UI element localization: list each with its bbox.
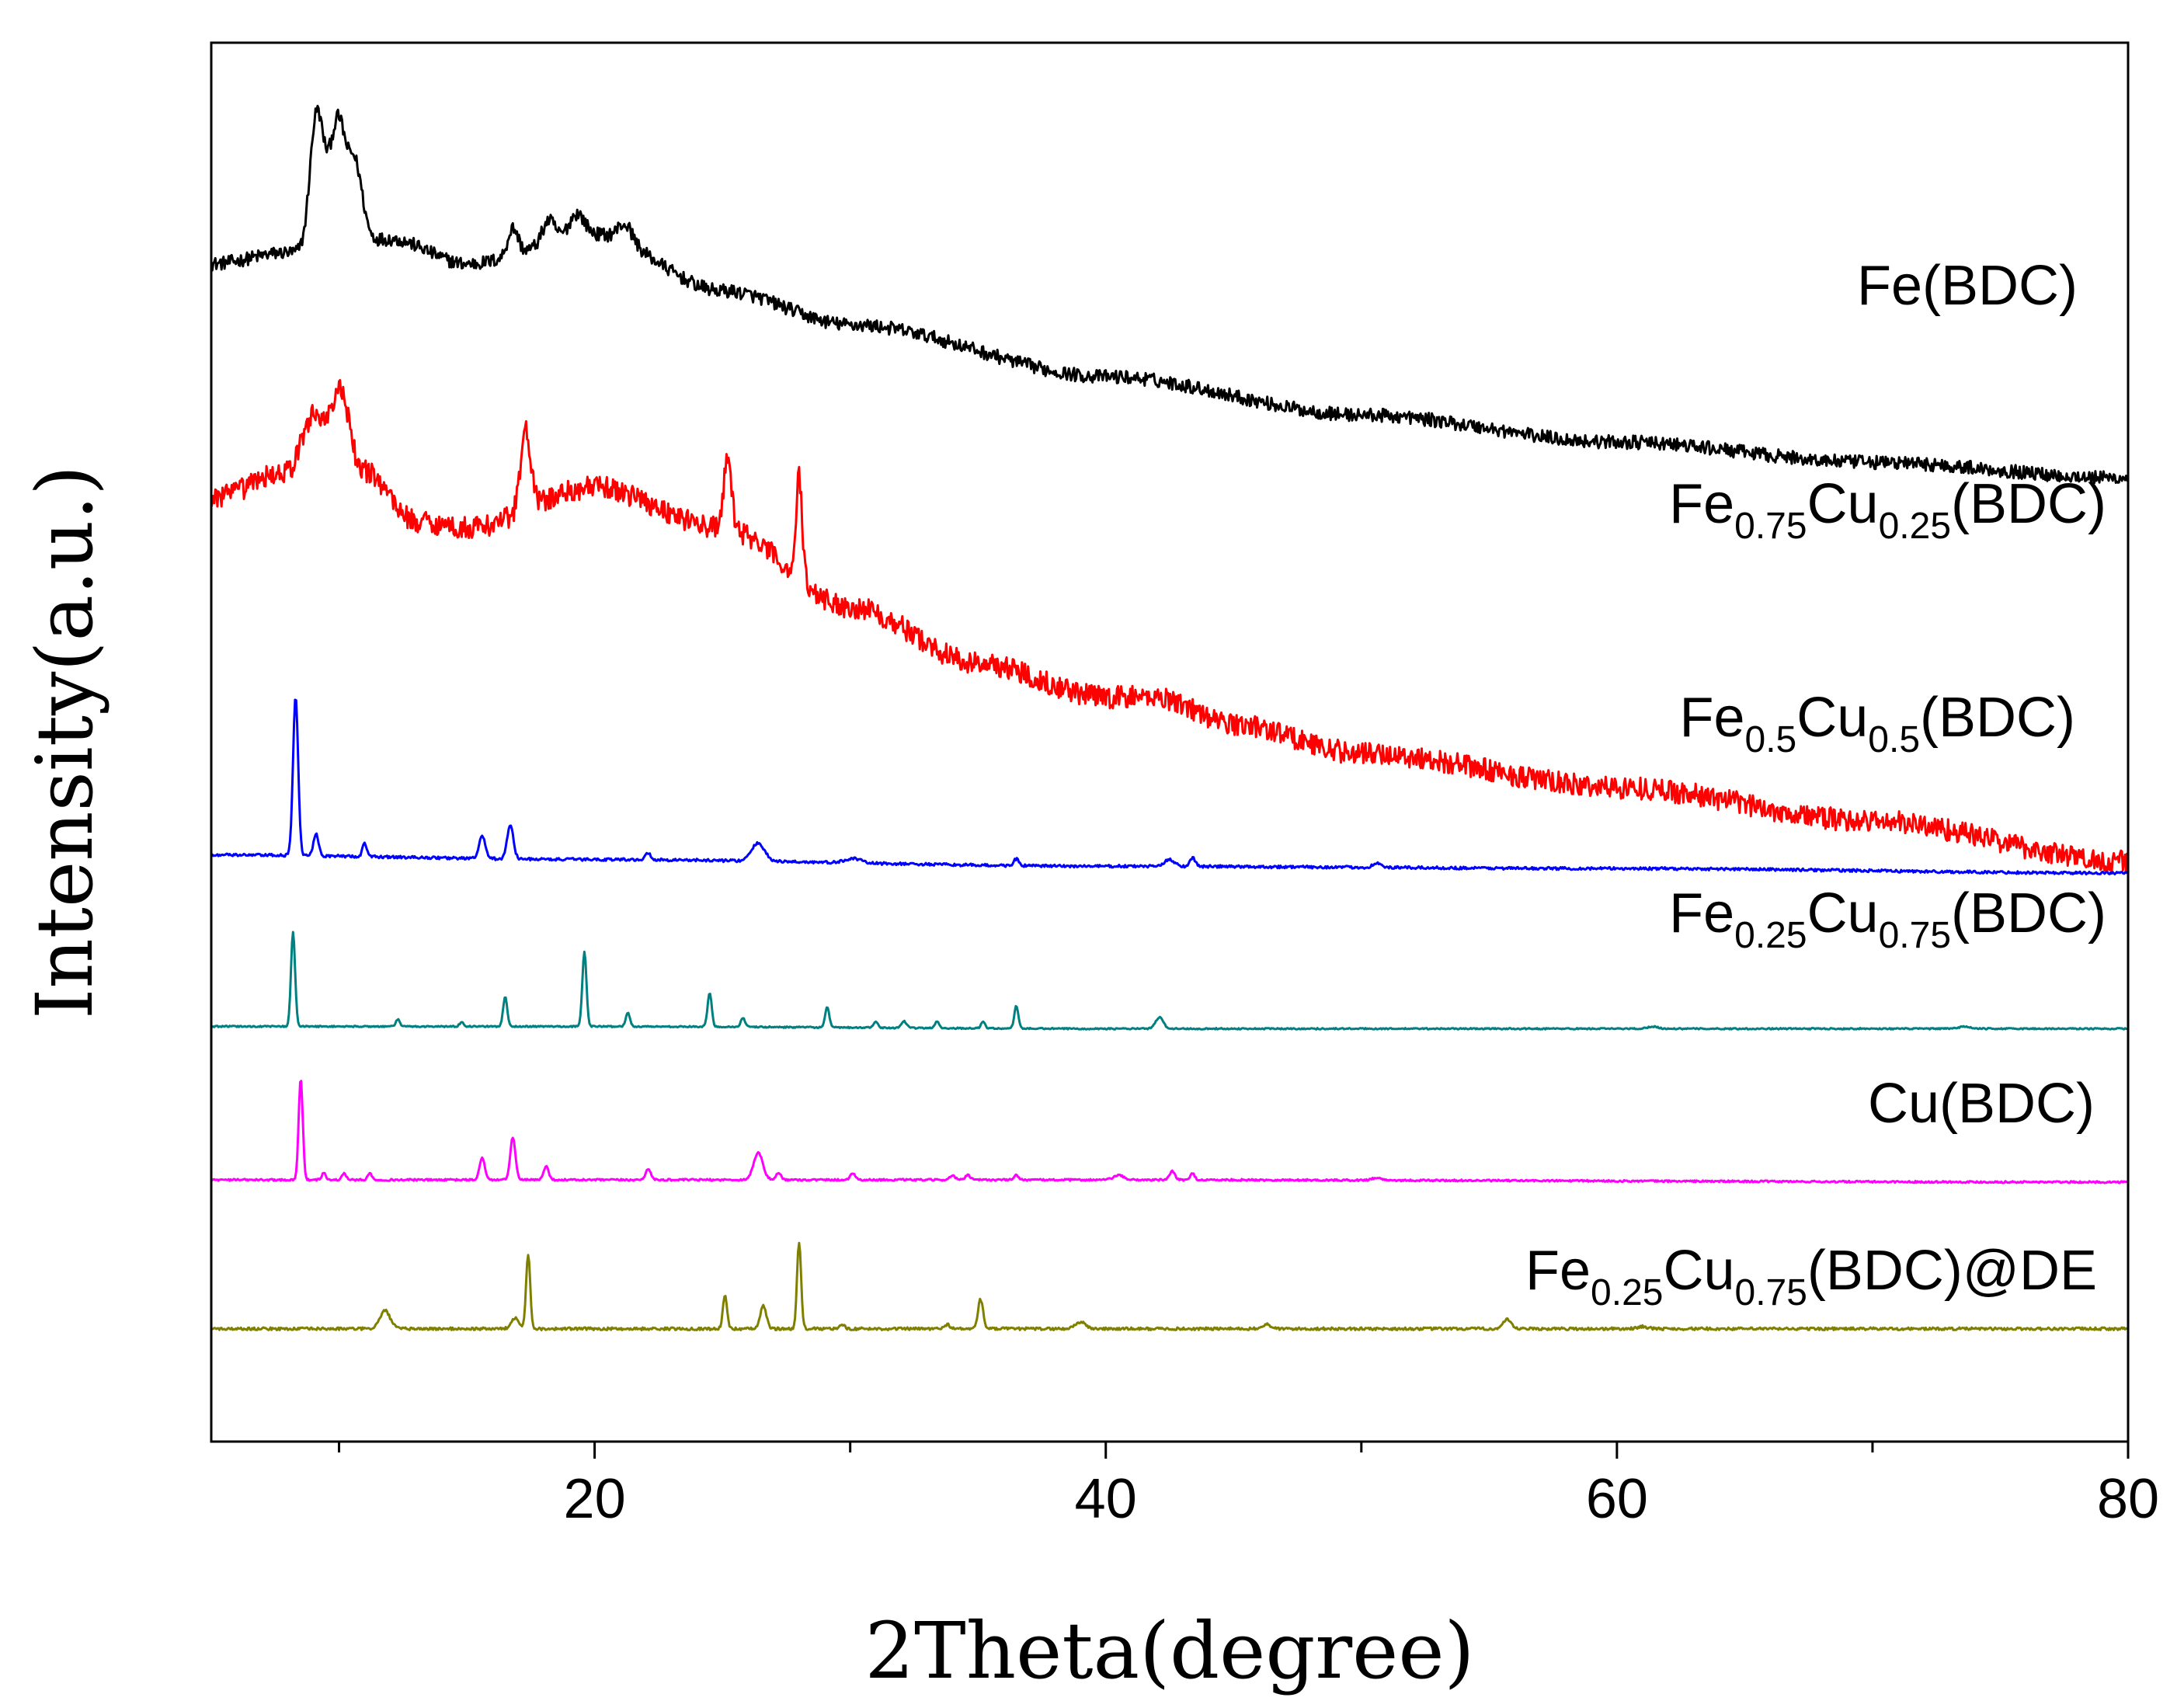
series-line-fe_bdc <box>210 104 2129 485</box>
series-line-fe05cu05 <box>210 698 2129 876</box>
series-labels: Fe(BDC) Fe0.75Cu0.25(BDC) Fe0.5Cu0.5(BDC) F… <box>1525 255 2106 1313</box>
series-label-fe_bdc: Fe(BDC) <box>1857 255 2078 317</box>
series-label-fe05cu05: Fe0.5Cu0.5(BDC) <box>1679 687 2075 760</box>
series-label-cu_bdc: Cu(BDC) <box>1868 1073 2095 1135</box>
series-line-fe025cu075 <box>210 931 2129 1031</box>
series-line-fe025cu075_de <box>210 1241 2129 1331</box>
series-label-fe025cu075_de: Fe0.25Cu0.75(BDC)@DE <box>1525 1240 2097 1313</box>
series-line-cu_bdc <box>210 1080 2129 1184</box>
series-label-fe075cu025: Fe0.75Cu0.25(BDC) <box>1669 473 2106 547</box>
x-tick-label: 60 <box>1586 1468 1648 1530</box>
x-ticks: 20 40 60 80 <box>338 1442 2159 1530</box>
x-tick-label: 40 <box>1075 1468 1137 1530</box>
plot-frame <box>210 41 2130 1443</box>
series-label-fe025cu075: Fe0.25Cu0.75(BDC) <box>1669 882 2106 956</box>
x-tick-label: 80 <box>2097 1468 2159 1530</box>
x-tick-label: 20 <box>564 1468 626 1530</box>
y-axis-title: Intensity(a.u.) <box>19 465 110 1019</box>
series-line-fe075cu025 <box>210 379 2130 875</box>
series-layer <box>210 104 2130 1331</box>
x-axis-title: 2Theta(degree) <box>864 1605 1474 1696</box>
